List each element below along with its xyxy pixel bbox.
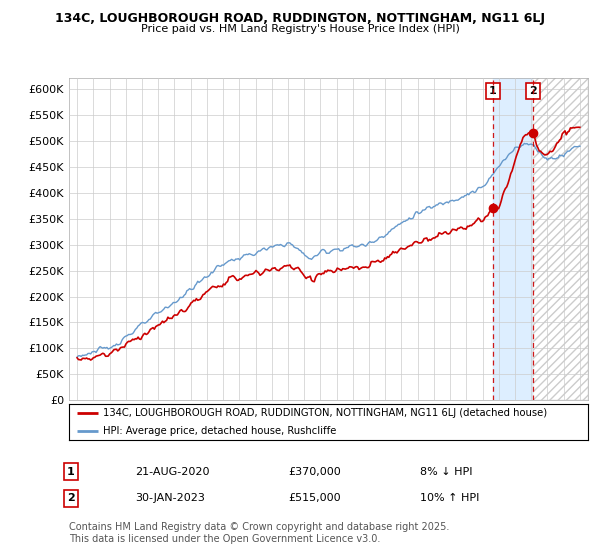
- Bar: [533, 78, 588, 400]
- Text: HPI: Average price, detached house, Rushcliffe: HPI: Average price, detached house, Rush…: [103, 426, 336, 436]
- Text: 2: 2: [67, 493, 74, 503]
- Text: £370,000: £370,000: [288, 466, 341, 477]
- Text: 1: 1: [67, 466, 74, 477]
- Text: 30-JAN-2023: 30-JAN-2023: [135, 493, 205, 503]
- Text: 134C, LOUGHBOROUGH ROAD, RUDDINGTON, NOTTINGHAM, NG11 6LJ (detached house): 134C, LOUGHBOROUGH ROAD, RUDDINGTON, NOT…: [103, 408, 547, 418]
- Text: £515,000: £515,000: [288, 493, 341, 503]
- Text: 8% ↓ HPI: 8% ↓ HPI: [420, 466, 473, 477]
- Bar: [533, 78, 588, 400]
- Bar: [493, 78, 533, 400]
- Text: 1: 1: [489, 86, 497, 96]
- Text: Price paid vs. HM Land Registry's House Price Index (HPI): Price paid vs. HM Land Registry's House …: [140, 24, 460, 34]
- Text: 21-AUG-2020: 21-AUG-2020: [135, 466, 209, 477]
- Text: 2: 2: [529, 86, 536, 96]
- Text: Contains HM Land Registry data © Crown copyright and database right 2025.
This d: Contains HM Land Registry data © Crown c…: [69, 522, 449, 544]
- Text: 134C, LOUGHBOROUGH ROAD, RUDDINGTON, NOTTINGHAM, NG11 6LJ: 134C, LOUGHBOROUGH ROAD, RUDDINGTON, NOT…: [55, 12, 545, 25]
- Text: 10% ↑ HPI: 10% ↑ HPI: [420, 493, 479, 503]
